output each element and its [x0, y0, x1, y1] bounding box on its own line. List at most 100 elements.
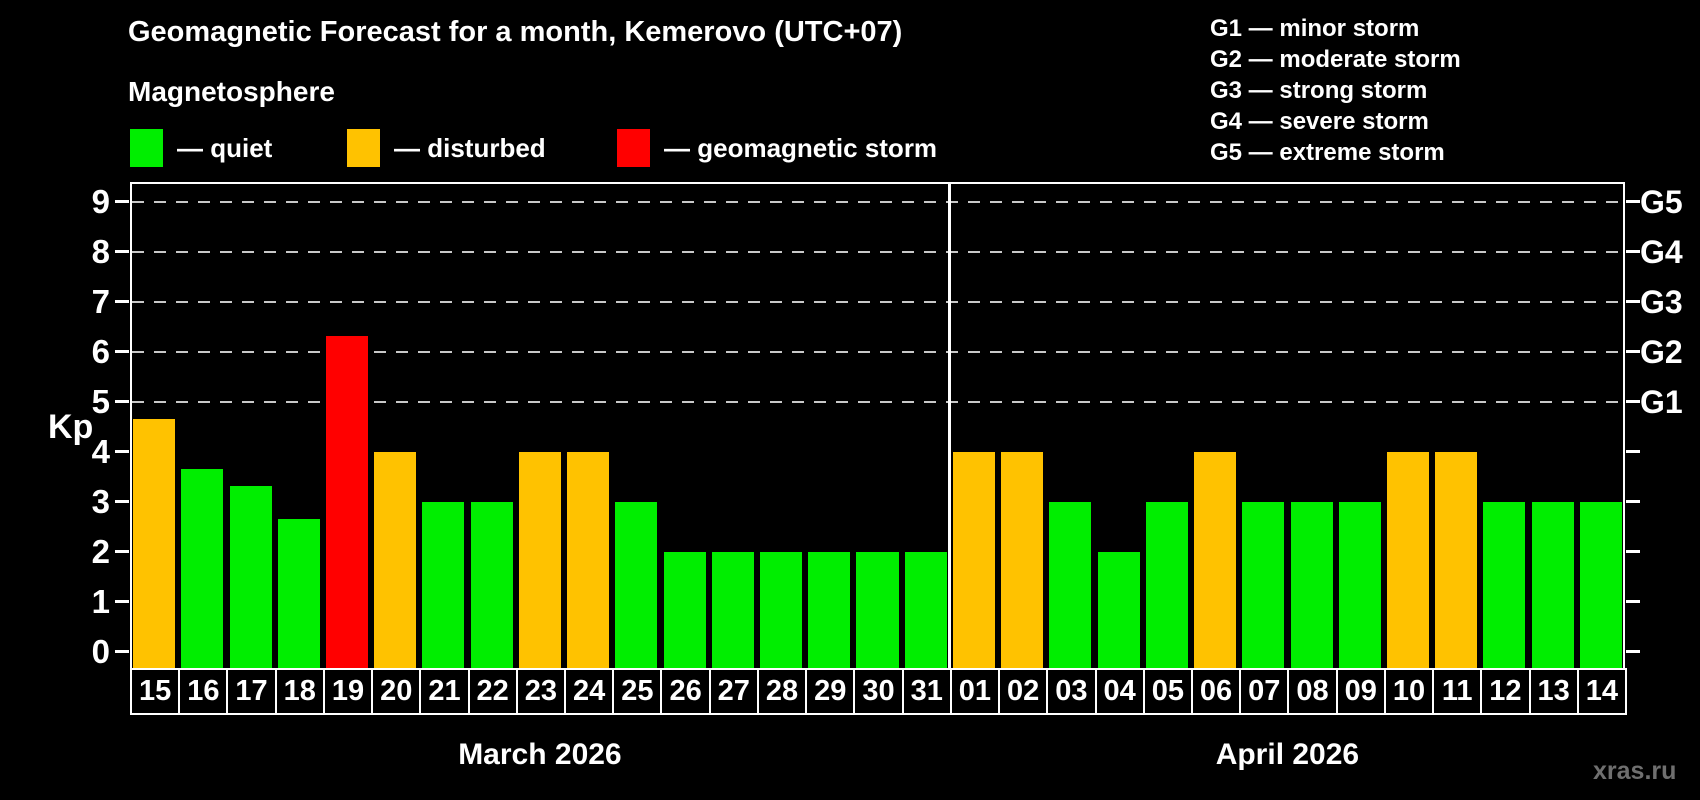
kp-bar — [1001, 452, 1044, 668]
day-label-box: 25 — [612, 668, 663, 715]
kp-bar — [1531, 502, 1574, 668]
g-axis-label: G1 — [1640, 384, 1683, 420]
y-axis-tick-right — [1626, 250, 1640, 253]
chart-title: Geomagnetic Forecast for a month, Kemero… — [128, 16, 903, 48]
y-axis-tick-right — [1626, 450, 1640, 453]
month-label: March 2026 — [458, 738, 622, 771]
day-label-box: 24 — [564, 668, 615, 715]
y-axis-tick-right — [1626, 650, 1640, 653]
kp-bar — [277, 518, 320, 668]
day-label-box: 17 — [226, 668, 277, 715]
day-label-box: 20 — [371, 668, 422, 715]
kp-bar — [518, 452, 561, 668]
y-axis-tick-left — [115, 200, 129, 203]
day-label-box: 27 — [708, 668, 759, 715]
day-label-box: 03 — [1046, 668, 1097, 715]
gridline-kp9 — [132, 201, 1623, 203]
kp-bar — [1049, 502, 1092, 668]
g5-legend-line: G5 — extreme storm — [1210, 139, 1445, 166]
kp-bar — [904, 552, 947, 668]
y-axis-tick-label: 2 — [91, 533, 110, 570]
y-axis-tick-label: 6 — [91, 333, 110, 370]
g2-legend-line: G2 — moderate storm — [1210, 46, 1461, 73]
g3-legend-line: G3 — strong storm — [1210, 77, 1428, 104]
y-axis-tick-left — [115, 600, 129, 603]
kp-bar — [1145, 502, 1188, 668]
kp-bar — [1579, 502, 1622, 668]
plot-area — [130, 182, 1625, 668]
y-axis-tick-left — [115, 300, 129, 303]
y-axis-tick-label: 8 — [91, 233, 110, 270]
kp-bar — [326, 335, 369, 668]
day-label-box: 26 — [660, 668, 711, 715]
kp-bar — [808, 552, 851, 668]
disturbed-color-swatch — [347, 129, 380, 167]
y-axis-tick-label: 0 — [91, 633, 110, 670]
y-axis-tick-left — [115, 350, 129, 353]
day-label-box: 18 — [274, 668, 325, 715]
day-label-box: 19 — [322, 668, 374, 715]
day-label-box: 21 — [419, 668, 470, 715]
quiet-label: — quiet — [177, 132, 273, 163]
day-label-box: 07 — [1239, 668, 1290, 715]
day-label-box: 22 — [467, 668, 518, 715]
kp-bar — [615, 502, 658, 668]
kp-bar — [470, 502, 513, 668]
day-label-box: 14 — [1576, 668, 1627, 715]
day-label-box: 05 — [1142, 668, 1193, 715]
kp-bar — [711, 552, 754, 668]
storm-label: — geomagnetic storm — [664, 132, 938, 163]
gridline-kp7 — [132, 301, 1623, 303]
day-label-box: 04 — [1094, 668, 1145, 715]
kp-bar — [760, 552, 803, 668]
y-axis-tick-left — [115, 450, 129, 453]
y-axis-tick-label: 4 — [91, 433, 110, 470]
day-label-box: 12 — [1480, 668, 1531, 715]
day-label-box: 01 — [949, 668, 1001, 715]
kp-bar — [1386, 452, 1429, 668]
g1-legend-line: G1 — minor storm — [1210, 15, 1420, 42]
g-scale-legend: G1 — minor storm G2 — moderate storm G3 … — [1210, 13, 1461, 168]
kp-bar — [422, 502, 465, 668]
quiet-color-swatch — [130, 129, 163, 167]
kp-bar — [1242, 502, 1285, 668]
legend-item-storm: — geomagnetic storm — [617, 126, 937, 170]
y-axis-tick-right — [1626, 200, 1640, 203]
kp-bar — [1435, 452, 1478, 668]
y-axis-tick-right — [1626, 550, 1640, 553]
legend-item-disturbed: — disturbed — [347, 126, 546, 170]
day-label-box: 08 — [1287, 668, 1338, 715]
legend-item-quiet: — quiet — [130, 126, 272, 170]
kp-bar — [374, 452, 417, 668]
day-label-box: 10 — [1383, 668, 1435, 715]
gridline-kp5 — [132, 401, 1623, 403]
watermark: xras.ru — [1593, 757, 1677, 785]
day-label-box: 31 — [901, 668, 952, 715]
day-label-box: 06 — [1190, 668, 1242, 715]
y-axis-tick-right — [1626, 600, 1640, 603]
kp-bar — [663, 552, 706, 668]
y-axis-tick-right — [1626, 400, 1640, 403]
kp-bar — [1290, 502, 1333, 668]
y-axis-tick-left — [115, 250, 129, 253]
kp-bar — [1483, 502, 1526, 668]
magnetosphere-label: Magnetosphere — [128, 76, 335, 107]
day-label-box: 29 — [805, 668, 856, 715]
month-label: April 2026 — [1215, 738, 1360, 771]
kp-bar — [856, 552, 899, 668]
day-label-box: 02 — [998, 668, 1049, 715]
day-label-box: 13 — [1528, 668, 1579, 715]
kp-bar — [1097, 552, 1140, 668]
kp-bar — [133, 418, 176, 668]
kp-bar — [229, 485, 272, 668]
day-label-box: 11 — [1432, 668, 1483, 715]
y-axis-tick-right — [1626, 500, 1640, 503]
kp-bar — [1194, 452, 1237, 668]
g-axis-label: G4 — [1640, 234, 1683, 270]
kp-bar — [952, 452, 995, 668]
day-label-box: 30 — [853, 668, 904, 715]
kp-bar — [181, 468, 224, 668]
y-axis-tick-left — [115, 550, 129, 553]
y-axis-tick-label: 9 — [91, 183, 110, 220]
